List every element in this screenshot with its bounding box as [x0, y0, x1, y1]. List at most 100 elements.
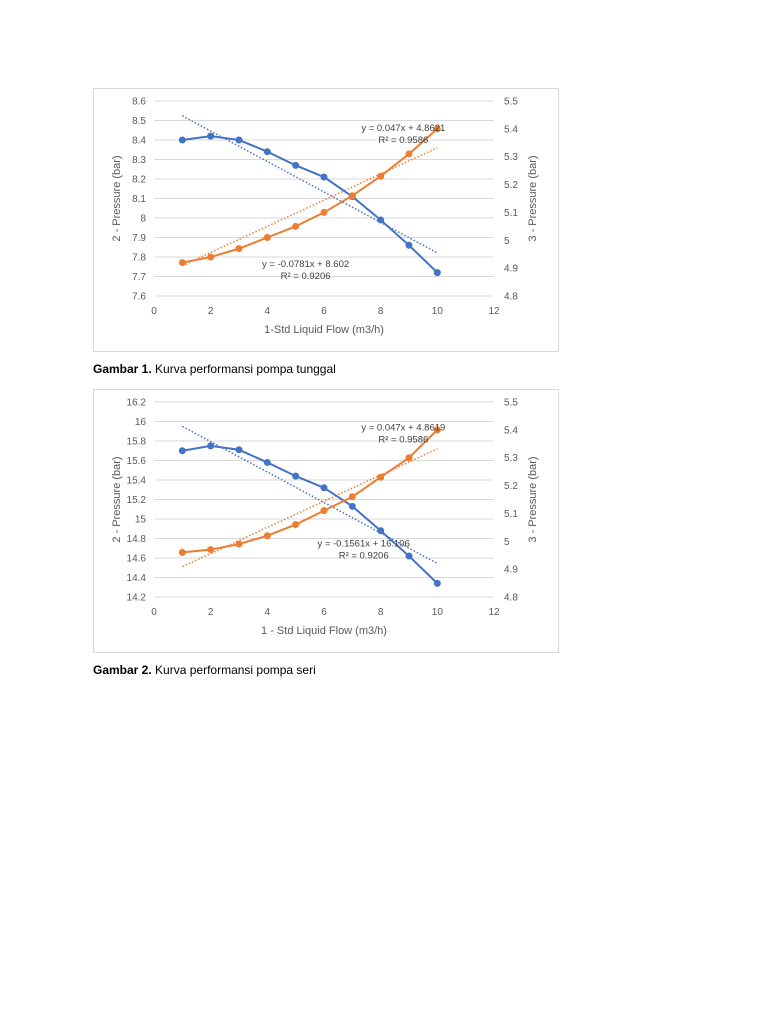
trendline-equation: y = 0.047x + 4.8619 [361, 422, 445, 433]
r-squared-label: R² = 0.9206 [281, 271, 331, 282]
data-point [405, 454, 413, 462]
y2-tick-label: 5.5 [504, 97, 518, 108]
y2-tick-label: 4.8 [504, 292, 518, 303]
y-tick-label: 7.6 [132, 292, 146, 303]
data-point [320, 173, 328, 181]
data-point [348, 502, 356, 510]
x-tick-label: 0 [151, 607, 157, 618]
y-tick-label: 15.2 [127, 495, 147, 506]
trendline-left [181, 425, 438, 565]
data-point [207, 546, 215, 554]
chart-svg: 7.6 7.7 7.8 7.9 8 8.1 8.2 8.3 8.4 8.5 8.6 4.8 4.9 5 5.… [111, 97, 539, 337]
trendline-equation: y = -0.1561x + 16.106 [317, 538, 409, 549]
y2-tick-label: 5.1 [504, 509, 518, 520]
x-tick-label: 6 [321, 607, 327, 618]
data-point [348, 493, 356, 501]
x-tick-label: 2 [208, 607, 214, 618]
y-tick-label: 15.8 [127, 437, 147, 448]
y-tick-label: 8.4 [132, 136, 146, 147]
y2-tick-label: 5.5 [504, 398, 518, 409]
data-point [207, 442, 215, 450]
x-tick-label: 6 [321, 306, 327, 317]
data-point [207, 253, 215, 261]
data-point [292, 161, 300, 169]
y-tick-label: 8.6 [132, 97, 146, 108]
y-tick-label: 8.2 [132, 175, 146, 186]
trendline-right [182, 147, 438, 267]
y2-tick-label: 4.9 [504, 565, 518, 576]
x-tick-label: 10 [432, 306, 444, 317]
x-tick-label: 8 [378, 306, 384, 317]
y2-tick-label: 4.9 [504, 264, 518, 275]
y-tick-label: 15.4 [127, 476, 147, 487]
trendline-equation: y = 0.047x + 4.8621 [361, 123, 445, 134]
caption-text: Kurva performansi pompa seri [151, 663, 316, 677]
data-point [178, 548, 186, 556]
data-point [263, 148, 271, 156]
y-tick-label: 8.3 [132, 155, 146, 166]
x-tick-label: 12 [488, 607, 500, 618]
data-point [377, 172, 385, 180]
x-tick-label: 0 [151, 306, 157, 317]
r-squared-label: R² = 0.9586 [378, 434, 428, 445]
data-point [348, 192, 356, 200]
data-point [320, 484, 328, 492]
data-point [377, 216, 385, 224]
y2-tick-label: 4.8 [504, 593, 518, 604]
y-tick-label: 7.8 [132, 253, 146, 264]
series-line-right [182, 128, 438, 264]
y2-tick-label: 5.4 [504, 124, 518, 135]
y-tick-label: 15.6 [127, 456, 147, 467]
y-tick-label: 8.1 [132, 194, 146, 205]
y2-tick-label: 5.3 [504, 453, 518, 464]
data-point [405, 241, 413, 249]
data-point [178, 259, 186, 267]
data-point [292, 521, 300, 529]
y-tick-label: 14.6 [127, 554, 147, 565]
y2-tick-label: 5.1 [504, 208, 518, 219]
data-point [320, 208, 328, 216]
x-tick-label: 8 [378, 607, 384, 618]
y-axis-label: 2 - Pressure (bar) [111, 456, 123, 542]
data-point [405, 552, 413, 560]
data-point [433, 426, 441, 434]
data-point [433, 269, 441, 277]
data-point [292, 222, 300, 230]
chart-svg: 14.2 14.4 14.6 14.8 15 15.2 15.4 15.6 15.8 16 16.2… [111, 398, 539, 638]
data-point [178, 447, 186, 455]
data-point [405, 150, 413, 158]
data-point [320, 507, 328, 515]
series-line-right [182, 429, 439, 554]
figure-caption: Gambar 2. Kurva performansi pompa seri [93, 663, 316, 677]
data-point [235, 245, 243, 253]
series-line-left [182, 444, 439, 585]
data-point [263, 458, 271, 466]
caption-label: Gambar 2. [93, 663, 152, 677]
y2-tick-label: 5.4 [504, 425, 518, 436]
data-point [377, 527, 385, 535]
y2-tick-label: 5.2 [504, 481, 518, 492]
x-tick-label: 10 [432, 607, 444, 618]
y-tick-label: 8.5 [132, 116, 146, 127]
y-tick-label: 7.9 [132, 233, 146, 244]
y2-tick-label: 5.2 [504, 180, 518, 191]
data-point [292, 472, 300, 480]
y-tick-label: 8 [140, 214, 146, 225]
y-tick-label: 14.2 [127, 593, 147, 604]
y-tick-label: 7.7 [132, 272, 146, 283]
caption-text: Kurva performansi pompa tunggal [151, 362, 336, 376]
x-axis-label: 1 - Std Liquid Flow (m3/h) [261, 625, 387, 637]
x-axis-label: 1-Std Liquid Flow (m3/h) [264, 324, 384, 336]
data-point [207, 132, 215, 140]
x-tick-label: 2 [208, 306, 214, 317]
data-point [263, 234, 271, 241]
series-line-left [182, 135, 439, 274]
y-axis-label: 2 - Pressure (bar) [111, 155, 123, 241]
r-squared-label: R² = 0.9206 [339, 550, 389, 561]
y-tick-label: 16.2 [127, 398, 147, 409]
data-point [178, 136, 186, 144]
caption-label: Gambar 1. [93, 362, 152, 376]
data-point [235, 446, 243, 454]
trendline-left [181, 115, 438, 254]
r-squared-label: R² = 0.9586 [378, 135, 428, 146]
